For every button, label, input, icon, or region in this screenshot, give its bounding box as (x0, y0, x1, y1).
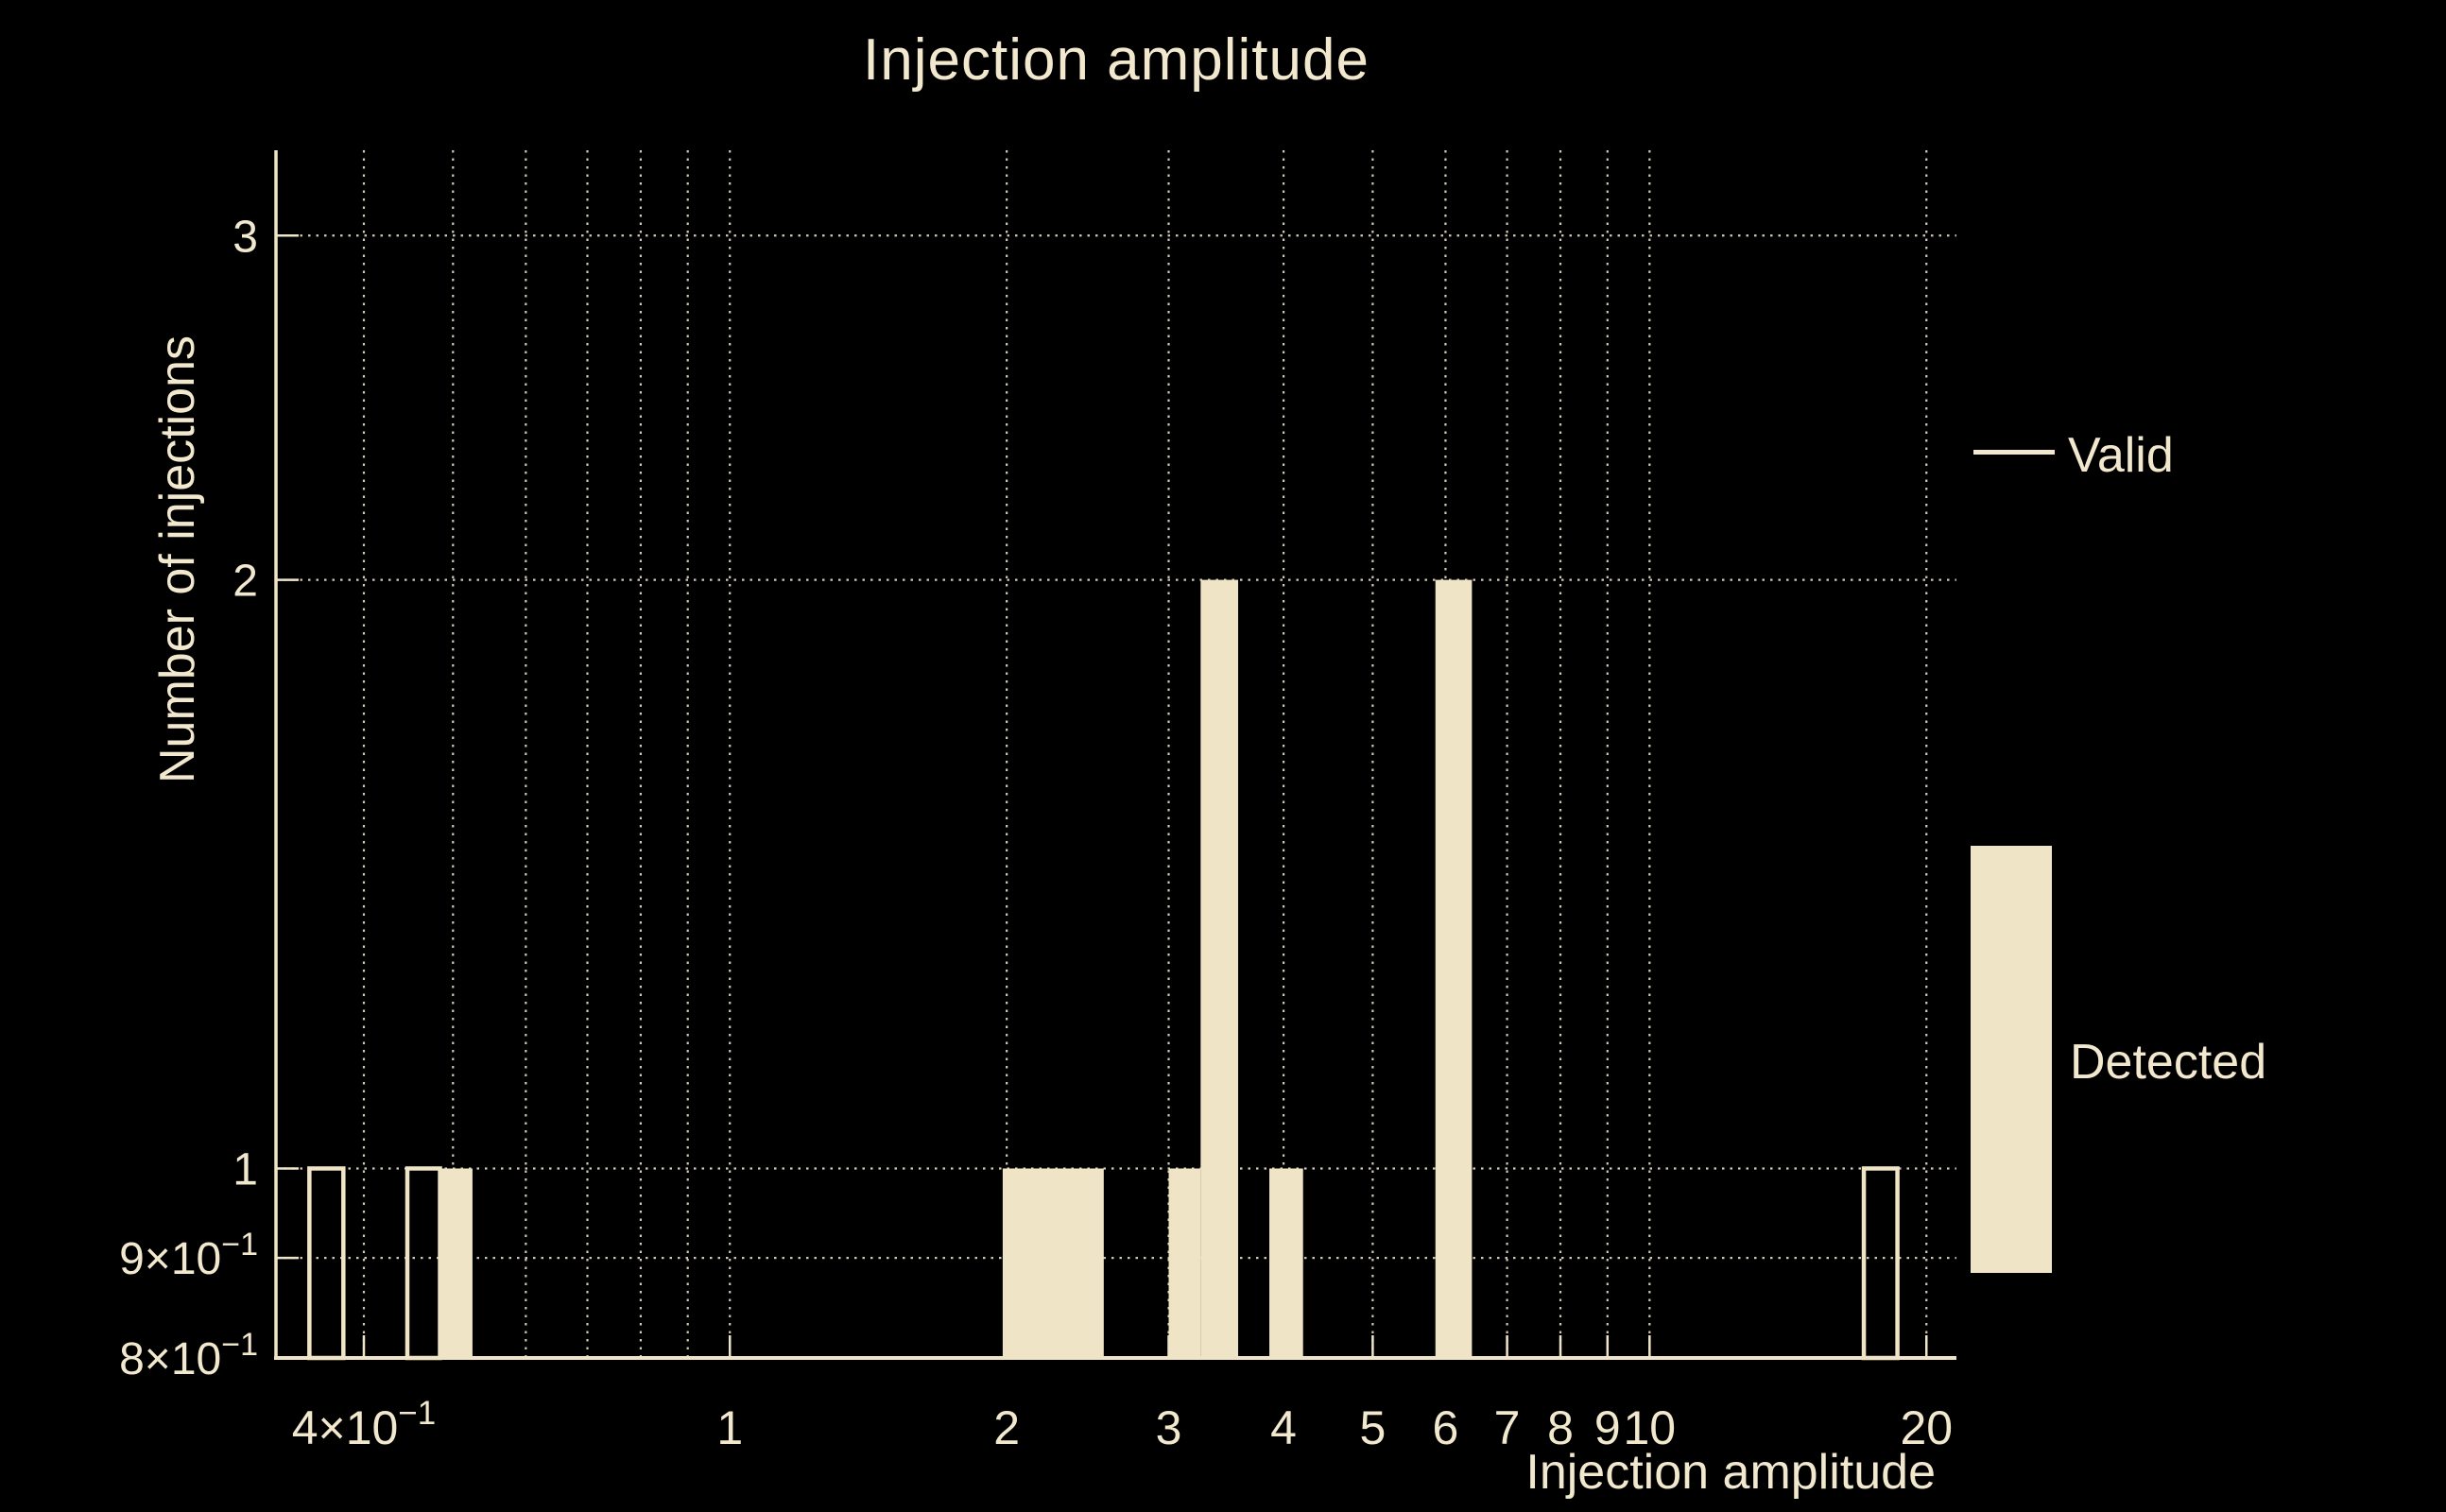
chart-title: Injection amplitude (863, 27, 1369, 93)
y-tick-label: 9×10−1 (119, 1227, 258, 1284)
legend-detected-patch-swatch (1971, 846, 2052, 1273)
legend-valid-line-swatch (1973, 450, 2055, 455)
x-tick-label: 3 (1156, 1401, 1182, 1454)
y-tick-label: 8×10−1 (119, 1327, 258, 1384)
x-tick-label: 2 (993, 1401, 1020, 1454)
x-tick-label: 4×10−1 (292, 1395, 437, 1454)
x-axis-title: Injection amplitude (1525, 1445, 1936, 1500)
detected-bar (1435, 579, 1473, 1358)
y-axis-title: Number of injections (150, 335, 205, 783)
detected-bar (1200, 579, 1239, 1358)
y-tick-label: 3 (233, 212, 258, 262)
detected-bar (1269, 1168, 1303, 1358)
detected-bar (439, 1168, 473, 1358)
x-tick-label: 5 (1359, 1401, 1386, 1454)
valid-bar (307, 1166, 346, 1361)
x-tick-label: 6 (1433, 1401, 1459, 1454)
x-tick-label: 9 (1594, 1401, 1621, 1454)
valid-bar (405, 1166, 442, 1361)
legend-label-detected: Detected (2070, 1035, 2267, 1090)
detected-bar (1168, 1168, 1201, 1358)
x-tick-label: 20 (1900, 1401, 1953, 1454)
x-tick-label: 10 (1624, 1401, 1677, 1454)
x-tick-label: 4 (1270, 1401, 1297, 1454)
detected-bar (1002, 1168, 1104, 1358)
x-tick-label: 8 (1547, 1401, 1574, 1454)
legend-label-valid: Valid (2068, 428, 2174, 483)
valid-bar (1861, 1166, 1900, 1361)
x-tick-label: 7 (1494, 1401, 1521, 1454)
x-tick-label: 1 (716, 1401, 743, 1454)
y-tick-label: 1 (233, 1144, 258, 1194)
y-tick-label: 2 (233, 557, 258, 607)
